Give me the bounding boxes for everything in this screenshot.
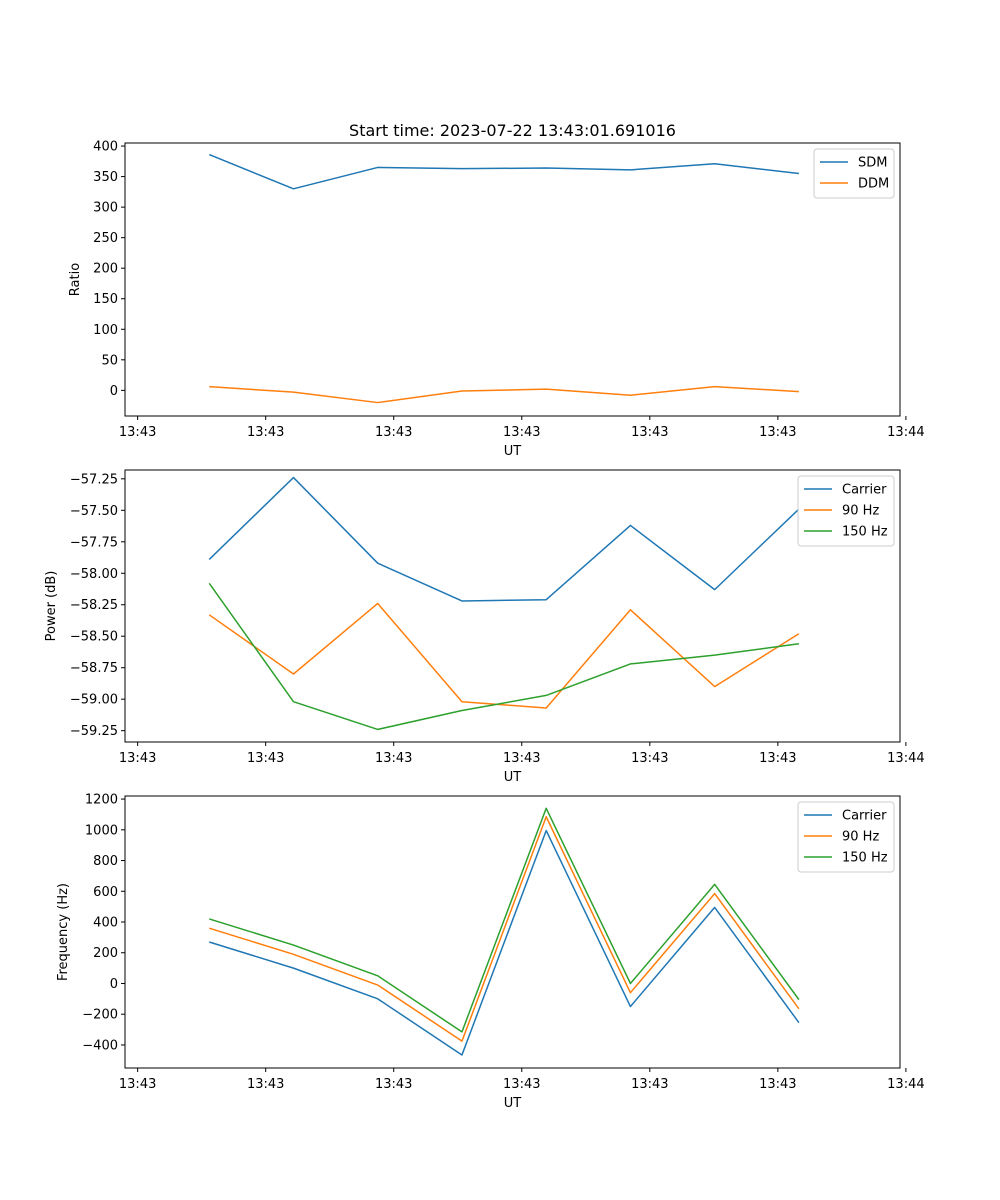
x-tick-label: 13:43 [375,1077,412,1092]
legend-label-150-hz: 150 Hz [842,525,888,540]
legend-box [797,801,895,873]
y-axis-label: Power (dB) [44,571,59,642]
y-tick-label: −58.25 [70,598,118,613]
y-tick-label: −57.25 [70,472,118,487]
x-axis-label: UT [504,1096,522,1111]
y-tick-label: 400 [93,140,118,155]
x-tick-label: 13:43 [247,425,284,440]
series-line-carrier [208,476,800,602]
x-tick-label: 13:43 [503,751,540,766]
chart-panel-2: 13:43 13:43 13:43 13:43 13:43 13:43 13:44 −59.2… [44,469,925,785]
y-tick-label: −58.50 [70,630,118,645]
x-axis-label: UT [504,770,522,785]
legend: Carrier 90 Hz 150 Hz [797,801,895,873]
x-tick-label: 13:43 [375,425,412,440]
legend-label-90-hz: 90 Hz [842,504,879,519]
y-tick-label: 1200 [85,793,118,808]
x-tick-label: 13:43 [759,425,796,440]
x-tick-label: 13:43 [631,1077,668,1092]
x-tick-label: 13:44 [887,1077,924,1092]
chart-panel-1: 13:43 13:43 13:43 13:43 13:43 13:43 13:44 0 50 10… [68,140,925,459]
x-tick-label: 13:43 [247,1077,284,1092]
plot-frame [124,469,901,743]
x-axis-label: UT [504,444,522,459]
x-tick-label: 13:43 [375,751,412,766]
y-tick-label: 50 [101,353,118,368]
y-tick-label: 0 [110,977,118,992]
legend-label-150-hz: 150 Hz [842,851,888,866]
x-tick-label: 13:43 [119,1077,156,1092]
y-tick-label: 150 [93,292,118,307]
y-tick-label: 250 [93,231,118,246]
legend: Carrier 90 Hz 150 Hz [797,475,895,547]
y-tick-label: 0 [110,384,118,399]
series-line-carrier [209,829,800,1056]
y-tick-label: 600 [93,885,118,900]
legend: SDM DDM [813,148,895,199]
y-tick-label: 800 [93,854,118,869]
series-line-150-hz [209,807,800,1033]
x-tick-label: 13:44 [887,751,924,766]
y-axis-label: Frequency (Hz) [56,883,71,981]
y-tick-label: −400 [82,1038,118,1053]
x-tick-label: 13:43 [503,1077,540,1092]
x-tick-label: 13:43 [631,425,668,440]
legend-label-ddm: DDM [858,177,889,192]
x-tick-label: 13:43 [503,425,540,440]
y-tick-label: 200 [93,262,118,277]
x-tick-label: 13:43 [247,751,284,766]
series-line-90-hz [209,816,800,1042]
plot-frame [124,142,901,417]
y-tick-label: −57.50 [70,504,118,519]
y-tick-label: 350 [93,170,118,185]
series-line-90-hz [208,602,800,709]
plot-frame [124,795,901,1069]
y-tick-label: −58.75 [70,661,118,676]
legend-label-carrier: Carrier [842,483,887,498]
legend-label-carrier: Carrier [842,809,887,824]
legend-box [797,475,895,547]
x-tick-label: 13:43 [759,1077,796,1092]
chart-panels: 13:43 13:43 13:43 13:43 13:43 13:43 13:44 0 50 10… [44,140,925,1111]
y-tick-label: 400 [93,916,118,931]
y-axis-label: Ratio [68,263,83,296]
legend-label-90-hz: 90 Hz [842,830,879,845]
chart-panel-3: 13:43 13:43 13:43 13:43 13:43 13:43 13:44 −400 −… [56,793,925,1111]
figure-title: Start time: 2023-07-22 13:43:01.691016 [349,121,676,140]
y-tick-label: −59.00 [70,693,118,708]
series-line-ddm [209,385,799,404]
series-line-sdm [208,153,799,190]
y-tick-label: −57.75 [70,535,118,550]
y-tick-label: −58.00 [70,567,118,582]
x-tick-label: 13:44 [887,425,924,440]
y-tick-label: 300 [93,201,118,216]
x-tick-label: 13:43 [119,751,156,766]
x-tick-label: 13:43 [759,751,796,766]
y-tick-label: 200 [93,946,118,961]
x-tick-label: 13:43 [631,751,668,766]
series-line-150-hz [208,582,800,731]
x-tick-label: 13:43 [119,425,156,440]
y-tick-label: −200 [82,1008,118,1023]
y-tick-label: 1000 [85,823,118,838]
y-tick-label: 100 [93,323,118,338]
legend-label-sdm: SDM [858,156,887,171]
y-tick-label: −59.25 [70,724,118,739]
